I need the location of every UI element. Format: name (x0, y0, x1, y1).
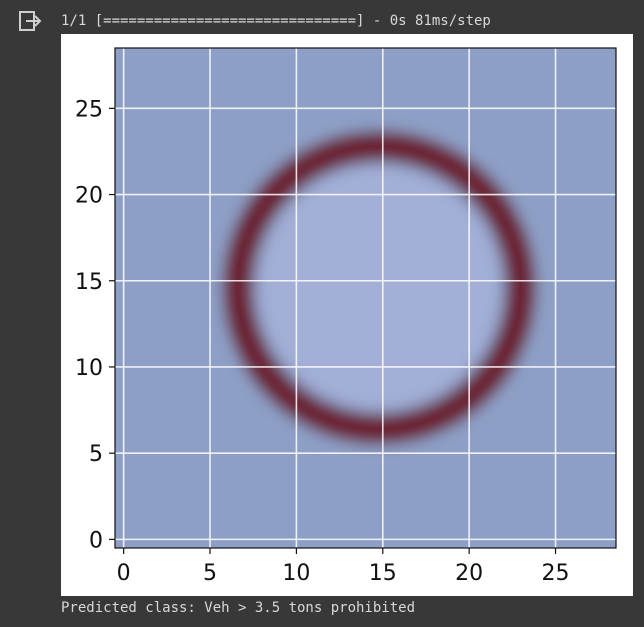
prediction-line: Predicted class: Veh > 3.5 tons prohibit… (61, 600, 416, 616)
x-tick-label: 20 (455, 561, 483, 586)
figure: 0 5 10 15 20 25 0 5 10 15 20 25 (61, 34, 633, 596)
x-tick-label: 5 (203, 561, 217, 586)
y-tick-label: 5 (89, 442, 103, 467)
x-tick-label: 15 (369, 561, 397, 586)
x-tick-label: 0 (117, 561, 131, 586)
y-tick-label: 0 (89, 528, 103, 553)
y-tick-label: 15 (75, 270, 103, 295)
output-arrow-icon[interactable] (18, 10, 42, 32)
axes-frame (114, 47, 617, 549)
image-plot: 0 5 10 15 20 25 0 5 10 15 20 25 (75, 47, 617, 586)
x-tick-label: 25 (542, 561, 570, 586)
y-tick-label: 20 (75, 184, 103, 209)
y-tick-label: 25 (75, 97, 103, 122)
y-tick-label: 10 (75, 356, 103, 381)
x-tick-label: 10 (282, 561, 310, 586)
progress-line: 1/1 [==============================] - 0… (61, 13, 491, 29)
